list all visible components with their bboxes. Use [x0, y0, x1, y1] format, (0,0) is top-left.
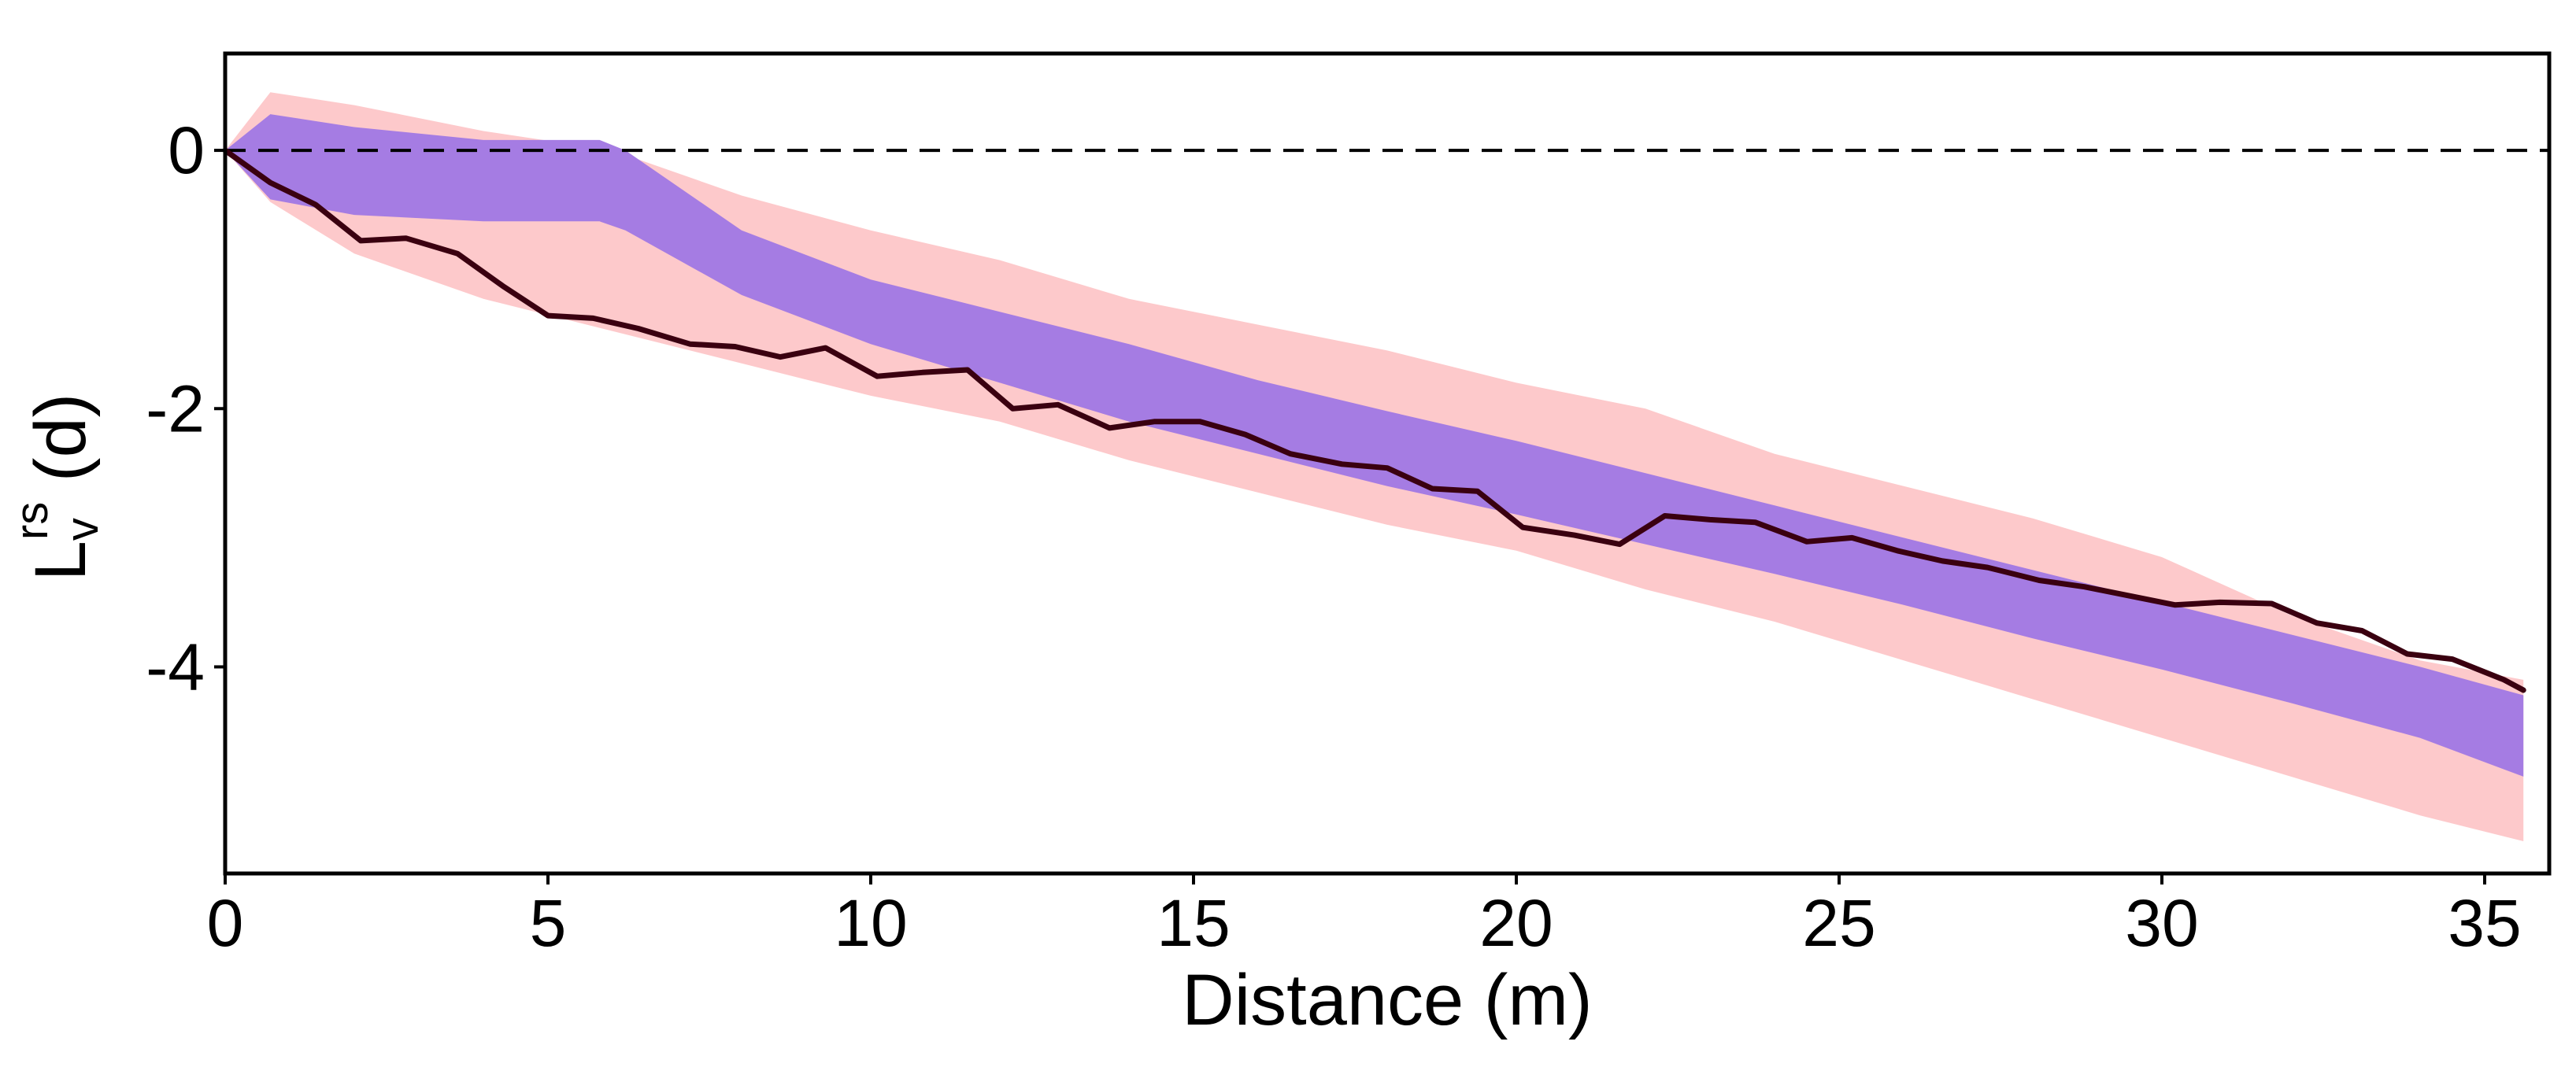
y-tick-label: 0 [168, 113, 205, 187]
ticks-layer [214, 149, 2486, 884]
x-tick-label: 15 [1157, 886, 1230, 960]
y-axis-title-superscript: rs [6, 502, 57, 540]
x-tick-label: 5 [530, 886, 567, 960]
x-axis-title: Distance (m) [1182, 960, 1592, 1040]
labels-layer: 0 5 10 15 20 25 30 35 0 -2 -4 [146, 113, 2521, 960]
y-axis-title-main: L [20, 541, 101, 581]
y-axis-title-subscript: v [57, 518, 108, 541]
x-tick-label: 35 [2448, 886, 2521, 960]
x-tick-label: 30 [2125, 886, 2198, 960]
x-tick-label: 25 [1802, 886, 1875, 960]
x-tick-label: 0 [207, 886, 244, 960]
x-tick-label: 10 [834, 886, 907, 960]
series-layer [222, 147, 2526, 693]
y-tick-label: -2 [146, 371, 205, 445]
y-axis-title-suffix: (d) [20, 393, 101, 502]
plot-frame [223, 51, 2552, 876]
y-tick-label: -4 [146, 630, 205, 704]
y-axis-title: Lvrs (d) [6, 393, 108, 582]
svg-text:Lvrs (d): Lvrs (d) [6, 393, 108, 582]
x-tick-label: 20 [1479, 886, 1553, 960]
series-line-observed [222, 147, 2526, 693]
inner-envelope-band [225, 114, 2524, 777]
